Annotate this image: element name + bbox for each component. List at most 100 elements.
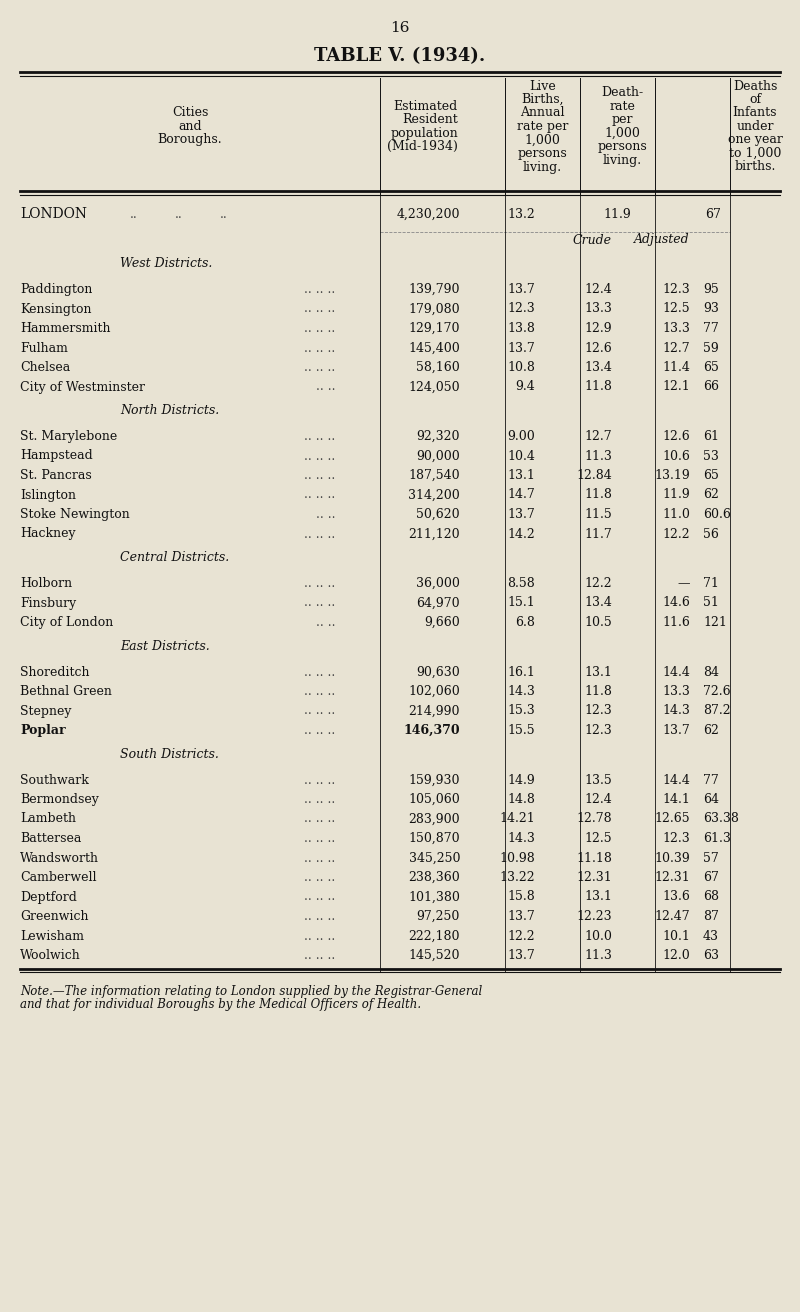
Text: 56: 56: [703, 527, 719, 541]
Text: 12.23: 12.23: [576, 911, 612, 924]
Text: 13.2: 13.2: [507, 207, 535, 220]
Text: 50,620: 50,620: [416, 508, 460, 521]
Text: .. .. ..: .. .. ..: [304, 929, 335, 942]
Text: 1,000: 1,000: [525, 134, 561, 147]
Text: 13.3: 13.3: [662, 321, 690, 335]
Text: 12.2: 12.2: [507, 929, 535, 942]
Text: 11.8: 11.8: [584, 685, 612, 698]
Text: 150,870: 150,870: [408, 832, 460, 845]
Text: 12.3: 12.3: [584, 724, 612, 737]
Text: Woolwich: Woolwich: [20, 949, 81, 962]
Text: .. .. ..: .. .. ..: [304, 361, 335, 374]
Text: 65: 65: [703, 468, 719, 482]
Text: 61.3: 61.3: [703, 832, 731, 845]
Text: Cities: Cities: [172, 106, 208, 119]
Text: LONDON: LONDON: [20, 207, 87, 222]
Text: 51: 51: [703, 597, 719, 610]
Text: 16.1: 16.1: [507, 665, 535, 678]
Text: 13.19: 13.19: [654, 468, 690, 482]
Text: persons: persons: [518, 147, 567, 160]
Text: births.: births.: [734, 160, 776, 173]
Text: 13.7: 13.7: [507, 508, 535, 521]
Text: 283,900: 283,900: [408, 812, 460, 825]
Text: .. .. ..: .. .. ..: [304, 705, 335, 718]
Text: living.: living.: [603, 154, 642, 167]
Text: 60.6: 60.6: [703, 508, 731, 521]
Text: Battersea: Battersea: [20, 832, 82, 845]
Text: 11.18: 11.18: [576, 851, 612, 865]
Text: 11.6: 11.6: [662, 617, 690, 628]
Text: 87: 87: [703, 911, 719, 924]
Text: 12.5: 12.5: [662, 303, 690, 315]
Text: South Districts.: South Districts.: [120, 748, 219, 761]
Text: 65: 65: [703, 361, 719, 374]
Text: Crude: Crude: [573, 234, 612, 247]
Text: 12.2: 12.2: [662, 527, 690, 541]
Text: 159,930: 159,930: [409, 774, 460, 786]
Text: 14.21: 14.21: [499, 812, 535, 825]
Text: .. .. ..: .. .. ..: [304, 851, 335, 865]
Text: 179,080: 179,080: [408, 303, 460, 315]
Text: 15.8: 15.8: [507, 891, 535, 904]
Text: 72.6: 72.6: [703, 685, 730, 698]
Text: 14.9: 14.9: [507, 774, 535, 786]
Text: .. .. ..: .. .. ..: [304, 303, 335, 315]
Text: .. .. ..: .. .. ..: [304, 321, 335, 335]
Text: 11.9: 11.9: [662, 488, 690, 501]
Text: .. .. ..: .. .. ..: [304, 724, 335, 737]
Text: Boroughs.: Boroughs.: [158, 134, 222, 147]
Text: 146,370: 146,370: [403, 724, 460, 737]
Text: 6.8: 6.8: [515, 617, 535, 628]
Text: 90,000: 90,000: [416, 450, 460, 463]
Text: .. .. ..: .. .. ..: [304, 597, 335, 610]
Text: 12.6: 12.6: [584, 341, 612, 354]
Text: 314,200: 314,200: [408, 488, 460, 501]
Text: 12.2: 12.2: [584, 577, 612, 590]
Text: 87.2: 87.2: [703, 705, 730, 718]
Text: TABLE V. (1934).: TABLE V. (1934).: [314, 47, 486, 66]
Text: City of London: City of London: [20, 617, 114, 628]
Text: 345,250: 345,250: [409, 851, 460, 865]
Text: 14.3: 14.3: [662, 705, 690, 718]
Text: 9.00: 9.00: [507, 430, 535, 443]
Text: to 1,000: to 1,000: [729, 147, 781, 160]
Text: 14.8: 14.8: [507, 792, 535, 806]
Text: Hammersmith: Hammersmith: [20, 321, 110, 335]
Text: 12.7: 12.7: [662, 341, 690, 354]
Text: 14.1: 14.1: [662, 792, 690, 806]
Text: 13.3: 13.3: [662, 685, 690, 698]
Text: 10.98: 10.98: [499, 851, 535, 865]
Text: St. Pancras: St. Pancras: [20, 468, 92, 482]
Text: 77: 77: [703, 321, 718, 335]
Text: 187,540: 187,540: [408, 468, 460, 482]
Text: 53: 53: [703, 450, 719, 463]
Text: Live: Live: [529, 80, 556, 93]
Text: Deaths: Deaths: [733, 80, 777, 93]
Text: per: per: [612, 113, 634, 126]
Text: 13.1: 13.1: [507, 468, 535, 482]
Text: 14.6: 14.6: [662, 597, 690, 610]
Text: 13.8: 13.8: [507, 321, 535, 335]
Text: Lambeth: Lambeth: [20, 812, 76, 825]
Text: 12.3: 12.3: [507, 303, 535, 315]
Text: 12.0: 12.0: [662, 949, 690, 962]
Text: 12.31: 12.31: [654, 871, 690, 884]
Text: Infants: Infants: [733, 106, 778, 119]
Text: .. .. ..: .. .. ..: [304, 430, 335, 443]
Text: 1,000: 1,000: [605, 127, 641, 140]
Text: Wandsworth: Wandsworth: [20, 851, 99, 865]
Text: 64,970: 64,970: [416, 597, 460, 610]
Text: 62: 62: [703, 724, 719, 737]
Text: Poplar: Poplar: [20, 724, 66, 737]
Text: Stoke Newington: Stoke Newington: [20, 508, 130, 521]
Text: 67: 67: [703, 871, 719, 884]
Text: 9.4: 9.4: [515, 380, 535, 394]
Text: .. ..: .. ..: [315, 380, 335, 394]
Text: Deptford: Deptford: [20, 891, 77, 904]
Text: 10.8: 10.8: [507, 361, 535, 374]
Text: 14.3: 14.3: [507, 832, 535, 845]
Text: 62: 62: [703, 488, 719, 501]
Text: 13.7: 13.7: [507, 911, 535, 924]
Text: Annual: Annual: [520, 106, 565, 119]
Text: .. .. ..: .. .. ..: [304, 283, 335, 297]
